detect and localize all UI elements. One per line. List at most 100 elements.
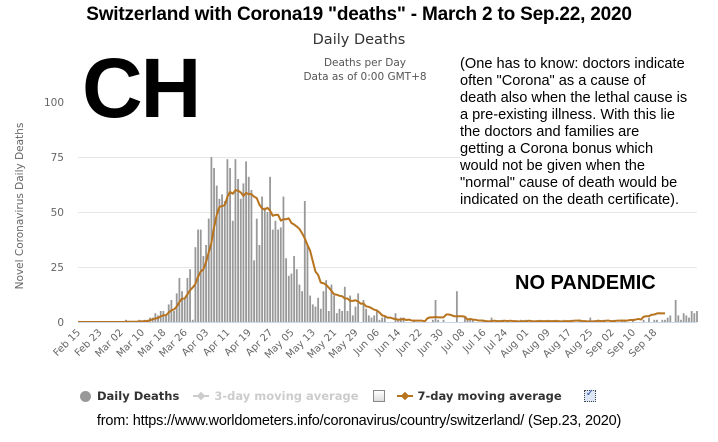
bar[interactable]	[354, 306, 357, 322]
bar[interactable]	[183, 297, 186, 322]
bar[interactable]	[277, 229, 280, 322]
bar[interactable]	[231, 220, 234, 322]
bar[interactable]	[325, 280, 328, 322]
bar[interactable]	[237, 179, 239, 322]
bar[interactable]	[469, 319, 472, 322]
ma7-line[interactable]	[78, 189, 666, 323]
bar[interactable]	[431, 319, 434, 322]
bar[interactable]	[293, 256, 296, 322]
bar[interactable]	[674, 300, 677, 322]
bar[interactable]	[442, 319, 445, 322]
bar[interactable]	[271, 229, 274, 322]
bar[interactable]	[693, 313, 696, 322]
bar[interactable]	[357, 293, 360, 322]
bar[interactable]	[642, 319, 645, 322]
bar[interactable]	[434, 300, 437, 322]
bar[interactable]	[589, 317, 592, 322]
bar[interactable]	[261, 196, 263, 322]
bar[interactable]	[362, 300, 365, 322]
bar[interactable]	[466, 319, 469, 322]
ma7-checkbox[interactable]	[583, 388, 596, 402]
bar[interactable]	[690, 311, 693, 322]
bar[interactable]	[664, 319, 666, 322]
bar[interactable]	[333, 295, 336, 322]
bar[interactable]	[181, 291, 183, 322]
bar[interactable]	[471, 319, 474, 322]
bar[interactable]	[258, 245, 261, 322]
bar[interactable]	[343, 286, 346, 322]
bar[interactable]	[653, 319, 656, 322]
bar[interactable]	[455, 291, 458, 322]
bar[interactable]	[351, 315, 354, 322]
bar[interactable]	[437, 319, 440, 322]
bar[interactable]	[173, 311, 175, 322]
bar[interactable]	[365, 308, 368, 322]
bar[interactable]	[247, 176, 250, 322]
bar[interactable]	[269, 176, 271, 322]
bar[interactable]	[696, 311, 698, 322]
bar[interactable]	[330, 284, 333, 322]
bar[interactable]	[367, 315, 370, 322]
bar[interactable]	[317, 297, 320, 322]
bar[interactable]	[311, 304, 314, 322]
bar[interactable]	[375, 311, 378, 322]
legend-3day-ma[interactable]: 3-day moving average	[193, 389, 359, 403]
bar[interactable]	[223, 201, 226, 322]
bar[interactable]	[207, 218, 210, 322]
bar[interactable]	[656, 319, 658, 322]
bar[interactable]	[303, 201, 306, 322]
bar[interactable]	[314, 306, 317, 322]
bar[interactable]	[239, 198, 242, 322]
bar[interactable]	[178, 278, 181, 322]
bar[interactable]	[186, 278, 189, 322]
bar[interactable]	[263, 207, 266, 322]
bar[interactable]	[229, 168, 231, 322]
bar[interactable]	[290, 273, 293, 322]
bar[interactable]	[266, 212, 269, 322]
bar[interactable]	[165, 315, 167, 322]
bar[interactable]	[682, 313, 685, 322]
bar[interactable]	[191, 319, 194, 322]
legend-7day-ma[interactable]: 7-day moving average	[396, 389, 562, 403]
bar[interactable]	[218, 198, 221, 322]
bar[interactable]	[298, 284, 301, 322]
bar[interactable]	[234, 159, 237, 322]
daily-deaths-bars[interactable]	[125, 157, 698, 322]
bar[interactable]	[685, 315, 688, 322]
bar[interactable]	[226, 159, 229, 322]
bar[interactable]	[327, 311, 330, 322]
bar[interactable]	[162, 311, 165, 322]
bar[interactable]	[378, 319, 381, 322]
bar[interactable]	[250, 190, 253, 322]
bar[interactable]	[189, 269, 191, 322]
bar[interactable]	[381, 317, 384, 322]
legend-daily-deaths[interactable]: Daily Deaths	[80, 389, 179, 403]
bar[interactable]	[394, 313, 397, 322]
bar[interactable]	[680, 319, 682, 322]
bar[interactable]	[373, 315, 376, 322]
bar[interactable]	[287, 275, 290, 322]
bar[interactable]	[346, 311, 349, 322]
bar[interactable]	[648, 317, 650, 322]
bar[interactable]	[319, 308, 322, 322]
bar[interactable]	[370, 317, 373, 322]
bar[interactable]	[349, 295, 352, 322]
bar[interactable]	[322, 291, 325, 322]
ma3-checkbox[interactable]	[372, 390, 385, 402]
bar[interactable]	[221, 194, 223, 322]
bar[interactable]	[677, 315, 680, 322]
bar[interactable]	[338, 308, 341, 322]
bar[interactable]	[213, 168, 215, 322]
bar[interactable]	[253, 260, 255, 322]
bar[interactable]	[306, 245, 309, 322]
bar[interactable]	[282, 196, 285, 322]
bar[interactable]	[397, 319, 400, 322]
bar[interactable]	[295, 269, 298, 322]
bar[interactable]	[661, 319, 664, 322]
bar[interactable]	[199, 229, 202, 322]
bar[interactable]	[666, 317, 669, 322]
bar[interactable]	[245, 161, 247, 322]
bar[interactable]	[274, 220, 277, 322]
bar[interactable]	[279, 227, 282, 322]
bar[interactable]	[255, 218, 258, 322]
